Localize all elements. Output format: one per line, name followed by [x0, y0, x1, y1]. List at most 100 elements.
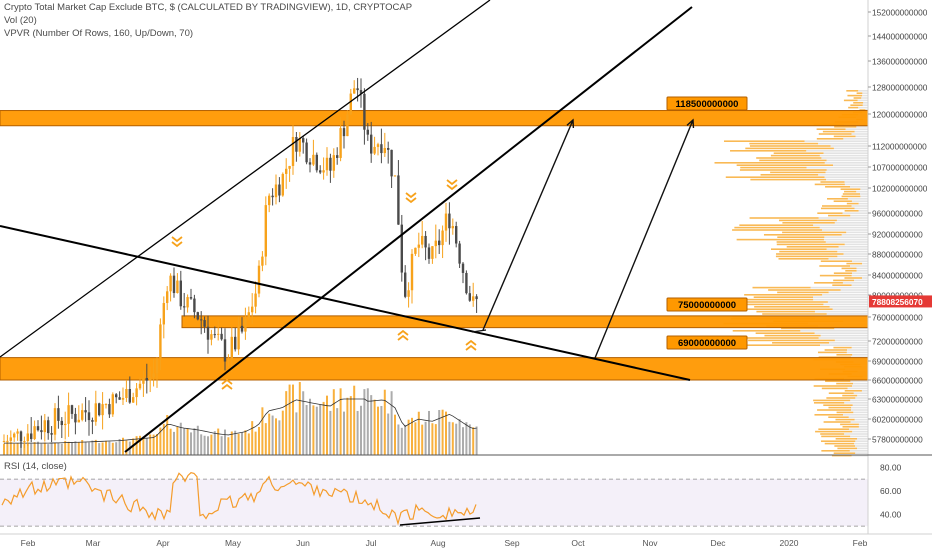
candle-body	[104, 404, 108, 406]
vpvr-row-up	[734, 226, 820, 229]
candle-body	[149, 377, 152, 381]
candle-body	[135, 388, 138, 398]
candle-body	[424, 235, 427, 248]
candle-body	[162, 303, 165, 325]
vpvr-row-down	[828, 291, 868, 294]
candle-body	[308, 162, 312, 165]
candle-body	[60, 420, 63, 426]
vpvr-row-up	[740, 344, 820, 346]
volume-bar	[220, 436, 223, 455]
vpvr-row-down	[834, 222, 868, 224]
zone-label-box	[666, 335, 748, 350]
vpvr-row-down	[856, 267, 868, 270]
vpvr-row-up	[776, 253, 844, 255]
candle-body	[281, 173, 284, 196]
candle-body	[142, 377, 145, 384]
candle-body	[247, 312, 250, 319]
vpvr-row-down	[850, 214, 868, 217]
vpvr-row-down	[823, 152, 868, 154]
vpvr-row-down	[824, 236, 868, 238]
candle-body	[33, 426, 36, 440]
vpvr-row-up	[748, 339, 835, 342]
trendlines	[0, 0, 695, 453]
candle-body	[234, 336, 237, 350]
price-tick-label: 144000000000	[872, 32, 928, 42]
vpvr-row-down	[849, 450, 868, 452]
vpvr-row-up	[840, 188, 861, 190]
vpvr-row-down	[806, 166, 868, 169]
vpvr-row-up	[844, 190, 857, 193]
candle-body	[288, 165, 291, 169]
candle-body	[172, 275, 176, 294]
time-tick-label: Apr	[156, 538, 169, 548]
vpvr-row-down	[824, 162, 868, 164]
candle-body	[434, 240, 437, 247]
candle-body	[196, 312, 199, 320]
candle-body	[206, 326, 210, 340]
volume-bar	[244, 430, 247, 455]
volume-bar	[322, 401, 325, 455]
rsi-tick-label: 60.00	[880, 486, 902, 496]
volume-bar	[258, 426, 260, 455]
vpvr-row-down	[853, 392, 868, 394]
vpvr-row-up	[820, 260, 853, 262]
candle-body	[77, 419, 80, 423]
candle-body	[427, 247, 431, 259]
vpvr-row-down	[841, 234, 868, 236]
price-tick-label: 72000000000	[872, 337, 923, 347]
volume-bar	[462, 427, 464, 455]
vpvr-row-down	[856, 270, 868, 272]
candle-body	[448, 213, 451, 229]
vpvr-row-down	[861, 97, 868, 99]
vpvr-row-down	[838, 246, 868, 248]
candle-body	[417, 244, 420, 248]
rsi-label[interactable]: RSI (14, close)	[4, 461, 67, 472]
vpvr-row-up	[825, 380, 851, 382]
volume-bar	[149, 434, 152, 455]
sell-chevron-marker	[446, 184, 458, 191]
vpvr-row-up	[744, 294, 823, 296]
indicator-vol-label[interactable]: Vol (20)	[4, 15, 37, 26]
candle-body	[74, 413, 77, 423]
vpvr-row-down	[858, 90, 868, 92]
rsi-tick-label: 40.00	[880, 509, 902, 519]
vpvr-row-down	[842, 212, 868, 214]
candle-body	[217, 333, 220, 335]
vpvr-row-down	[843, 138, 868, 140]
vpvr-row-up	[777, 291, 829, 294]
vpvr-row-down	[810, 286, 868, 289]
vpvr-row-down	[845, 128, 868, 130]
vpvr-row-up	[844, 277, 863, 279]
vpvr-row-up	[820, 207, 855, 210]
vpvr-row-up	[844, 390, 862, 392]
rsi-band-fill	[0, 479, 868, 527]
volume-bar	[281, 410, 284, 455]
vpvr-row-up	[749, 142, 819, 145]
volume-bar	[152, 434, 155, 455]
indicator-vpvr-label[interactable]: VPVR (Number Of Rows, 160, Up/Down, 70)	[4, 28, 194, 39]
vpvr-row-up	[738, 301, 828, 303]
candle-body	[30, 433, 33, 440]
volume-bar	[475, 426, 478, 455]
vpvr-row-down	[847, 349, 868, 351]
candle-body	[390, 149, 393, 177]
volume-bar	[363, 389, 366, 455]
zone-labels: 118500000000 75000000000 69000000000	[666, 96, 748, 350]
volume-bar	[472, 427, 475, 455]
vpvr-row-down	[851, 274, 868, 277]
vpvr-row-down	[856, 126, 868, 128]
vpvr-row-down	[826, 248, 868, 250]
volume-bar	[84, 441, 87, 455]
vpvr-row-up	[820, 181, 845, 183]
vpvr-row-up	[831, 454, 852, 457]
candle-body	[349, 93, 352, 115]
buy-chevron-marker	[397, 329, 409, 336]
volume-bar	[448, 421, 451, 455]
vpvr-row-up	[821, 387, 848, 390]
volume-bar	[397, 424, 400, 455]
volume-bar	[434, 424, 437, 455]
candle-body	[353, 88, 356, 94]
vpvr-row-down	[830, 145, 868, 147]
candle-body	[125, 389, 128, 398]
vpvr-row-down	[814, 332, 868, 334]
